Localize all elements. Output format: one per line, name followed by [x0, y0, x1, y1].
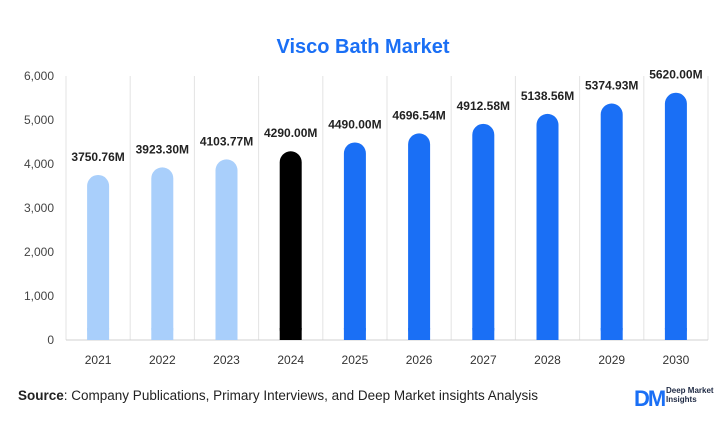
bar — [664, 92, 687, 340]
data-label: 3750.76M — [71, 150, 124, 164]
x-tick-label: 2027 — [470, 353, 497, 367]
chart-title: Visco Bath Market — [276, 36, 450, 58]
y-tick-label: 1,000 — [24, 289, 54, 303]
bar — [151, 167, 174, 340]
data-label: 4912.58M — [457, 99, 510, 113]
logo-mark: DM — [634, 386, 666, 411]
x-tick-label: 2023 — [213, 353, 240, 367]
data-label: 3923.30M — [136, 142, 189, 156]
grid-lines — [65, 76, 709, 340]
y-tick-label: 5,000 — [24, 113, 54, 127]
x-tick-label: 2026 — [406, 353, 433, 367]
bar — [343, 142, 366, 340]
bar-base — [151, 328, 174, 340]
x-tick-label: 2024 — [277, 353, 304, 367]
data-label: 5138.56M — [521, 89, 574, 103]
y-tick-label: 3,000 — [24, 201, 54, 215]
x-tick-label: 2030 — [663, 353, 690, 367]
data-label: 4290.00M — [264, 126, 317, 140]
data-label: 5374.93M — [585, 79, 638, 93]
bar-base — [472, 328, 495, 340]
bar — [408, 133, 431, 340]
bar-base — [343, 328, 366, 340]
y-tick-label: 2,000 — [24, 245, 54, 259]
bar-base — [600, 328, 623, 340]
bar — [87, 174, 110, 340]
bar-base — [279, 328, 302, 340]
data-label: 4103.77M — [200, 134, 253, 148]
x-tick-label: 2029 — [598, 353, 625, 367]
x-tick-label: 2022 — [149, 353, 176, 367]
data-label: 4696.54M — [392, 108, 445, 122]
source-text: : Company Publications, Primary Intervie… — [63, 388, 538, 403]
data-label: 5620.00M — [649, 68, 702, 82]
source-label: Source — [18, 388, 64, 403]
bar — [215, 159, 238, 340]
bar — [536, 113, 559, 341]
x-tick-label: 2025 — [342, 353, 369, 367]
y-tick-label: 6,000 — [24, 69, 54, 83]
brand-logo: DM Deep Market Insights — [634, 384, 724, 414]
x-tick-label: 2021 — [85, 353, 112, 367]
data-label: 4490.00M — [328, 117, 381, 131]
bars — [87, 92, 687, 341]
bar — [472, 123, 495, 340]
bar-base — [408, 328, 431, 340]
bar-base — [664, 328, 687, 340]
bar-base — [215, 328, 238, 340]
bar — [600, 103, 623, 340]
data-labels: 3750.76M 3923.30M 4103.77M 4290.00M 4490.00M… — [71, 68, 702, 164]
bar-base — [87, 328, 110, 340]
bar-base — [536, 328, 559, 340]
bar — [279, 151, 302, 340]
source-note: Source: Company Publications, Primary In… — [18, 388, 538, 403]
x-tick-label: 2028 — [534, 353, 561, 367]
logo-name: Deep Market Insights — [666, 386, 714, 404]
y-tick-label: 4,000 — [24, 157, 54, 171]
y-tick-label: 0 — [47, 333, 54, 347]
